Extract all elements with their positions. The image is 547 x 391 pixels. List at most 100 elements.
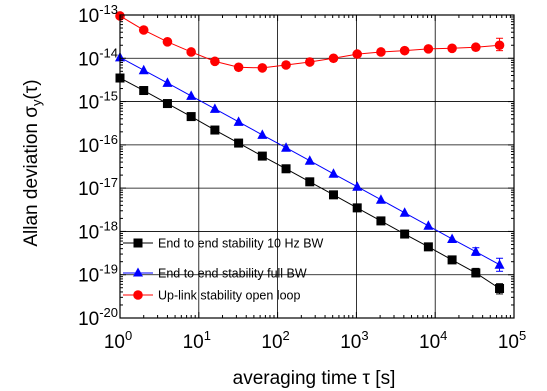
data-point (139, 86, 149, 96)
legend-marker-2 (133, 290, 143, 300)
data-point (257, 63, 268, 73)
data-point (423, 44, 434, 54)
data-point (399, 45, 410, 56)
y-axis-title: Allan deviation σy(τ) (21, 79, 44, 246)
y-tick-label-exp: -17 (99, 175, 118, 190)
x-tick-label-exp: 0 (125, 328, 132, 343)
data-point (186, 47, 196, 57)
data-point (257, 129, 268, 139)
y-tick-label: 10-16 (78, 132, 118, 157)
data-point (494, 40, 505, 51)
x-tick-label-base: 10 (419, 332, 440, 353)
data-point (281, 142, 292, 152)
y-tick-label-exp: -18 (99, 218, 118, 233)
data-point (447, 43, 457, 54)
x-tick-label: 104 (419, 328, 447, 353)
data-point (304, 155, 315, 165)
legend-label-2: Up-link stability open loop (158, 289, 300, 303)
y-axis-title-main: Allan deviation σ (21, 106, 42, 247)
data-point (495, 284, 505, 294)
series-1 (115, 51, 505, 272)
x-tick-label: 101 (183, 328, 211, 353)
x-tick-label-exp: 2 (283, 328, 290, 343)
x-tick-labels: 100 101 102 103 104 105 (104, 328, 526, 353)
data-point (328, 190, 338, 200)
y-tick-label: 10-13 (78, 2, 118, 27)
y-tick-label-exp: -20 (99, 305, 118, 320)
series-layer (115, 11, 505, 295)
legend-marker-1 (133, 267, 143, 277)
series-2 (115, 11, 505, 73)
y-tick-label-base: 10 (78, 222, 99, 243)
x-tick-label-base: 10 (498, 332, 519, 353)
y-tick-label-exp: -19 (99, 262, 118, 277)
y-tick-label: 10-15 (78, 89, 118, 114)
data-point (162, 77, 173, 87)
data-point (186, 90, 197, 100)
data-point (162, 99, 172, 109)
y-tick-label-base: 10 (78, 6, 99, 27)
x-tick-label-base: 10 (183, 332, 204, 353)
legend-entry-2: Up-link stability open loop (123, 289, 300, 303)
data-point (257, 151, 267, 161)
y-tick-label: 10-20 (78, 305, 118, 330)
data-point (138, 64, 149, 75)
axis-ticks (119, 14, 515, 319)
y-tick-label: 10-14 (78, 45, 118, 70)
x-tick-label: 103 (340, 328, 368, 353)
data-point (281, 60, 291, 70)
data-point (186, 112, 196, 122)
legend-entry-0: End to end stability 10 Hz BW (123, 237, 324, 251)
y-tick-label-base: 10 (78, 266, 99, 287)
y-tick-label-exp: -14 (99, 45, 118, 60)
legend-entry-1: End to end stability full BW (123, 267, 307, 281)
legend-marker-0 (133, 238, 143, 248)
y-tick-label-exp: -15 (99, 89, 118, 104)
y-axis-title-tail: (τ) (21, 79, 42, 99)
y-tick-label: 10-17 (78, 175, 118, 200)
data-point (162, 37, 173, 47)
data-point (233, 116, 244, 126)
data-point (210, 56, 220, 67)
legend-label-1: End to end stability full BW (158, 267, 307, 281)
grid-lines (120, 15, 514, 318)
x-tick-label: 102 (261, 328, 289, 353)
data-point (328, 168, 339, 178)
x-tick-label-exp: 4 (440, 328, 447, 343)
plot-frame (119, 14, 515, 319)
data-point (233, 62, 244, 73)
data-point (400, 229, 410, 239)
y-tick-label-base: 10 (78, 136, 99, 157)
y-tick-label-base: 10 (78, 309, 99, 330)
data-point (376, 47, 386, 57)
data-point (423, 220, 434, 230)
y-tick-label-base: 10 (78, 49, 99, 70)
y-tick-label-exp: -13 (99, 2, 118, 17)
x-tick-label: 100 (104, 328, 132, 353)
data-point (376, 216, 386, 226)
data-point (471, 268, 481, 278)
y-axis-title-sub: y (29, 99, 44, 106)
x-tick-label: 105 (498, 328, 526, 353)
data-point (352, 49, 363, 59)
data-point (328, 53, 339, 64)
data-point (209, 103, 220, 113)
x-tick-label-base: 10 (261, 332, 282, 353)
data-point (423, 242, 433, 252)
data-point (305, 177, 315, 187)
data-point (494, 259, 505, 269)
data-point (375, 194, 386, 204)
data-point (470, 246, 481, 256)
x-tick-label-base: 10 (340, 332, 361, 353)
x-tick-label-exp: 3 (361, 328, 368, 343)
x-axis-title: averaging time τ [s] (233, 368, 396, 389)
x-tick-label-exp: 5 (519, 328, 526, 343)
y-tick-label: 10-18 (78, 218, 118, 243)
data-point (447, 233, 458, 243)
data-point (399, 207, 410, 217)
data-point (471, 42, 481, 53)
data-point (352, 181, 363, 191)
